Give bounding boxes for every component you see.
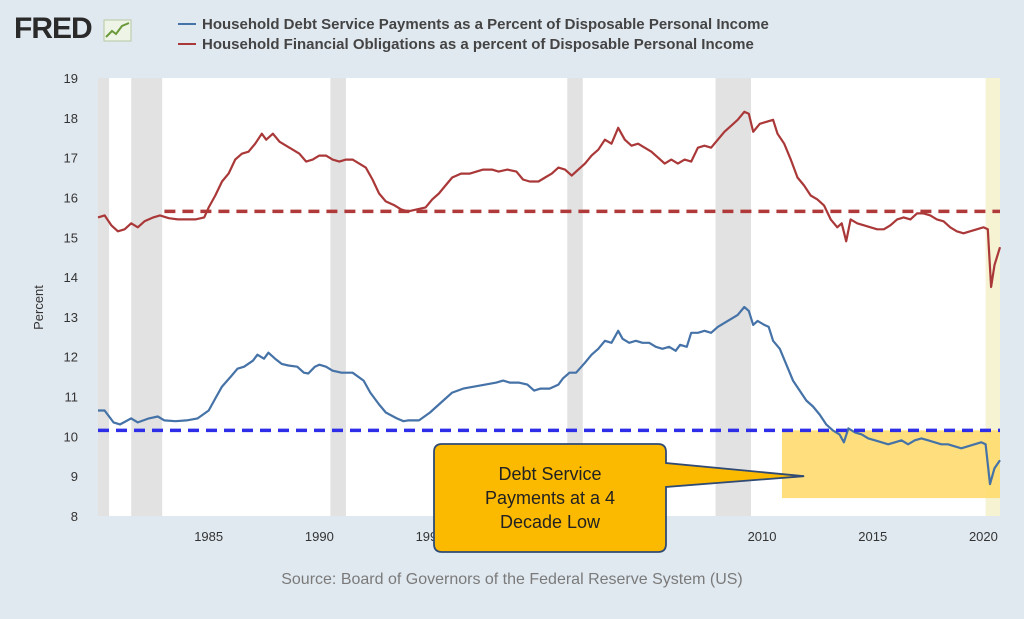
x-tick-label: 2020 — [969, 529, 998, 544]
callout-line: Payments at a 4 — [484, 488, 616, 508]
logo-text: FRED — [14, 12, 93, 45]
callout-line: Decade Low — [499, 512, 601, 532]
y-tick-label: 17 — [64, 151, 78, 166]
y-tick-label: 10 — [64, 429, 78, 444]
chart-line-icon — [103, 19, 132, 42]
callout-line: Debt Service — [498, 464, 602, 484]
y-tick-label: 11 — [65, 390, 79, 405]
financial-obligations-series-line — [97, 110, 1002, 289]
legend-swatch-red — [178, 43, 196, 45]
y-tick-label: 9 — [71, 469, 78, 484]
callout-box — [433, 443, 805, 553]
y-tick-label: 14 — [64, 270, 78, 285]
x-tick-label: 2010 — [748, 529, 777, 544]
x-tick-label: 1985 — [194, 529, 223, 544]
callout-text: Debt Service Payments at a 4 Decade Low — [432, 462, 668, 534]
recession-bar — [715, 78, 751, 516]
legend-item-debt-service[interactable]: Household Debt Service Payments as a Per… — [178, 14, 769, 34]
y-tick-label: 15 — [64, 230, 78, 245]
y-tick-label: 13 — [64, 310, 78, 325]
source-note: Source: Board of Governors of the Federa… — [281, 571, 743, 588]
recession-bar — [985, 78, 1000, 516]
legend-item-financial-obligations[interactable]: Household Financial Obligations as a per… — [178, 34, 769, 54]
y-tick-label: 19 — [64, 71, 78, 86]
fred-logo[interactable]: FRED — [14, 12, 133, 46]
legend-label: Household Financial Obligations as a per… — [202, 35, 754, 53]
x-tick-label: 2015 — [858, 529, 887, 544]
y-tick-label: 16 — [64, 190, 78, 205]
recession-bar — [131, 78, 163, 516]
legend-swatch-blue — [178, 23, 196, 25]
x-tick-label: 1990 — [305, 529, 334, 544]
y-tick-label: 18 — [64, 111, 78, 126]
highlight-region — [781, 430, 1000, 499]
recession-bar — [567, 78, 583, 516]
y-tick-label: 8 — [71, 509, 78, 524]
legend-label: Household Debt Service Payments as a Per… — [202, 15, 769, 33]
y-tick-label: 12 — [64, 350, 78, 365]
recession-bar — [330, 78, 346, 516]
chart-legend: Household Debt Service Payments as a Per… — [178, 14, 769, 54]
debt-service-series-line — [98, 305, 1001, 486]
recession-bar — [98, 78, 110, 516]
